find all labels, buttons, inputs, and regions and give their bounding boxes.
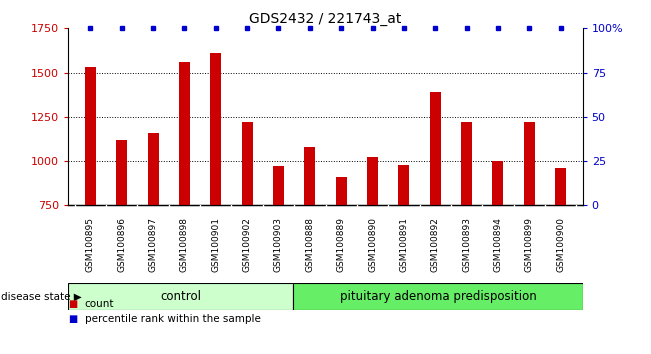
Text: GSM100889: GSM100889 — [337, 217, 346, 272]
Bar — [336, 177, 347, 205]
Text: GSM100896: GSM100896 — [117, 217, 126, 272]
Text: count: count — [85, 299, 114, 309]
Text: GSM100894: GSM100894 — [493, 217, 503, 272]
Bar — [294, 283, 583, 310]
Text: GSM100899: GSM100899 — [525, 217, 534, 272]
Title: GDS2432 / 221743_at: GDS2432 / 221743_at — [249, 12, 402, 26]
Text: GSM100890: GSM100890 — [368, 217, 377, 272]
Text: GSM100891: GSM100891 — [400, 217, 408, 272]
Text: GSM100903: GSM100903 — [274, 217, 283, 272]
Text: pituitary adenoma predisposition: pituitary adenoma predisposition — [340, 290, 536, 303]
Bar — [85, 67, 96, 205]
Bar — [524, 122, 535, 205]
Bar — [148, 133, 158, 205]
Bar — [242, 122, 253, 205]
Bar — [555, 168, 566, 205]
Text: GSM100900: GSM100900 — [556, 217, 565, 272]
Bar — [493, 161, 503, 205]
Text: GSM100895: GSM100895 — [86, 217, 95, 272]
Bar — [68, 283, 294, 310]
Text: GSM100898: GSM100898 — [180, 217, 189, 272]
Text: disease state ▶: disease state ▶ — [1, 291, 82, 302]
Text: GSM100897: GSM100897 — [148, 217, 158, 272]
Text: ■: ■ — [68, 314, 77, 324]
Text: control: control — [160, 290, 201, 303]
Text: GSM100902: GSM100902 — [243, 217, 251, 272]
Bar — [273, 166, 284, 205]
Text: GSM100892: GSM100892 — [431, 217, 440, 272]
Bar — [210, 53, 221, 205]
Bar — [304, 147, 315, 205]
Text: percentile rank within the sample: percentile rank within the sample — [85, 314, 260, 324]
Bar — [398, 165, 409, 205]
Bar — [116, 140, 127, 205]
Bar — [367, 156, 378, 205]
Text: GSM100893: GSM100893 — [462, 217, 471, 272]
Bar — [179, 62, 190, 205]
Text: ■: ■ — [68, 299, 77, 309]
Bar — [461, 122, 472, 205]
Bar — [430, 92, 441, 205]
Text: GSM100901: GSM100901 — [211, 217, 220, 272]
Text: GSM100888: GSM100888 — [305, 217, 314, 272]
